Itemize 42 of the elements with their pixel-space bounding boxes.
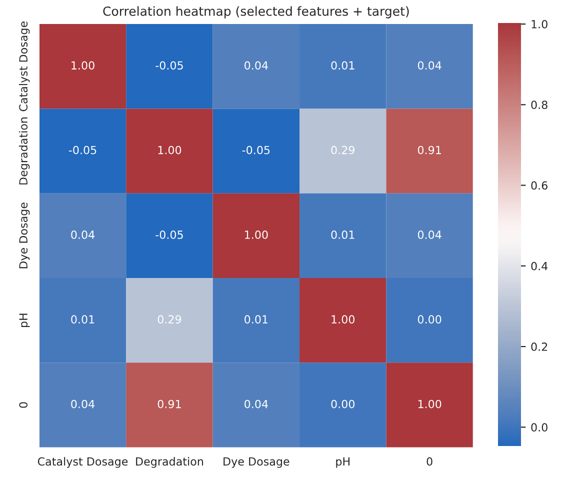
y-tick-label: 0 xyxy=(19,402,28,408)
color-bar-label: 1.0 xyxy=(532,20,548,28)
data-label: 0.00 xyxy=(418,315,442,324)
data-label: 0.01 xyxy=(331,230,354,239)
data-label: 1.00 xyxy=(332,315,354,324)
data-label: 0.04 xyxy=(418,230,442,239)
x-tick-label: Dye Dosage xyxy=(224,457,290,468)
x-tick-label: Catalyst Dosage xyxy=(38,457,128,468)
data-label: -0.05 xyxy=(156,230,183,239)
chart-title: Correlation heatmap (selected features + target) xyxy=(103,6,409,18)
data-label: 0.01 xyxy=(331,61,354,70)
color-bar-label: 0.8 xyxy=(531,100,548,110)
color-bar-label: 0.4 xyxy=(531,262,548,270)
data-label: 0.00 xyxy=(331,400,354,408)
data-label: 0.04 xyxy=(244,400,268,408)
data-label: 1.00 xyxy=(158,146,182,154)
data-label: -0.05 xyxy=(156,61,183,70)
data-label: 0.04 xyxy=(244,61,268,70)
data-label: 0.01 xyxy=(71,315,94,324)
data-label: -0.05 xyxy=(68,146,96,154)
data-label: 0.04 xyxy=(71,400,95,408)
color-bar-label: 0.2 xyxy=(531,342,548,351)
data-label: 1.00 xyxy=(72,61,94,70)
color-bar-label: 0.0 xyxy=(531,423,548,432)
data-label: 0.04 xyxy=(71,230,95,239)
data-label: 0.01 xyxy=(244,315,268,324)
y-tick-label: pH xyxy=(19,314,30,328)
data-label: -0.05 xyxy=(242,146,270,154)
data-label: 0.29 xyxy=(331,146,354,154)
color-bar-label: 0.6 xyxy=(531,181,548,190)
x-tick-label: pH xyxy=(336,457,350,468)
y-tick-label: Degradation xyxy=(18,117,30,184)
data-label: 0.91 xyxy=(158,400,181,408)
data-label: 0.04 xyxy=(418,61,442,70)
data-label: 0.29 xyxy=(158,315,182,324)
x-tick-label: 0 xyxy=(426,457,432,466)
y-tick-label: Dye Dosage xyxy=(19,202,30,268)
data-label: 1.00 xyxy=(418,400,442,408)
y-tick-label: Catalyst Dosage xyxy=(18,22,30,112)
data-label: 0.91 xyxy=(418,146,441,154)
data-label: 1.00 xyxy=(245,230,268,239)
x-tick-label: Degradation xyxy=(136,457,204,468)
